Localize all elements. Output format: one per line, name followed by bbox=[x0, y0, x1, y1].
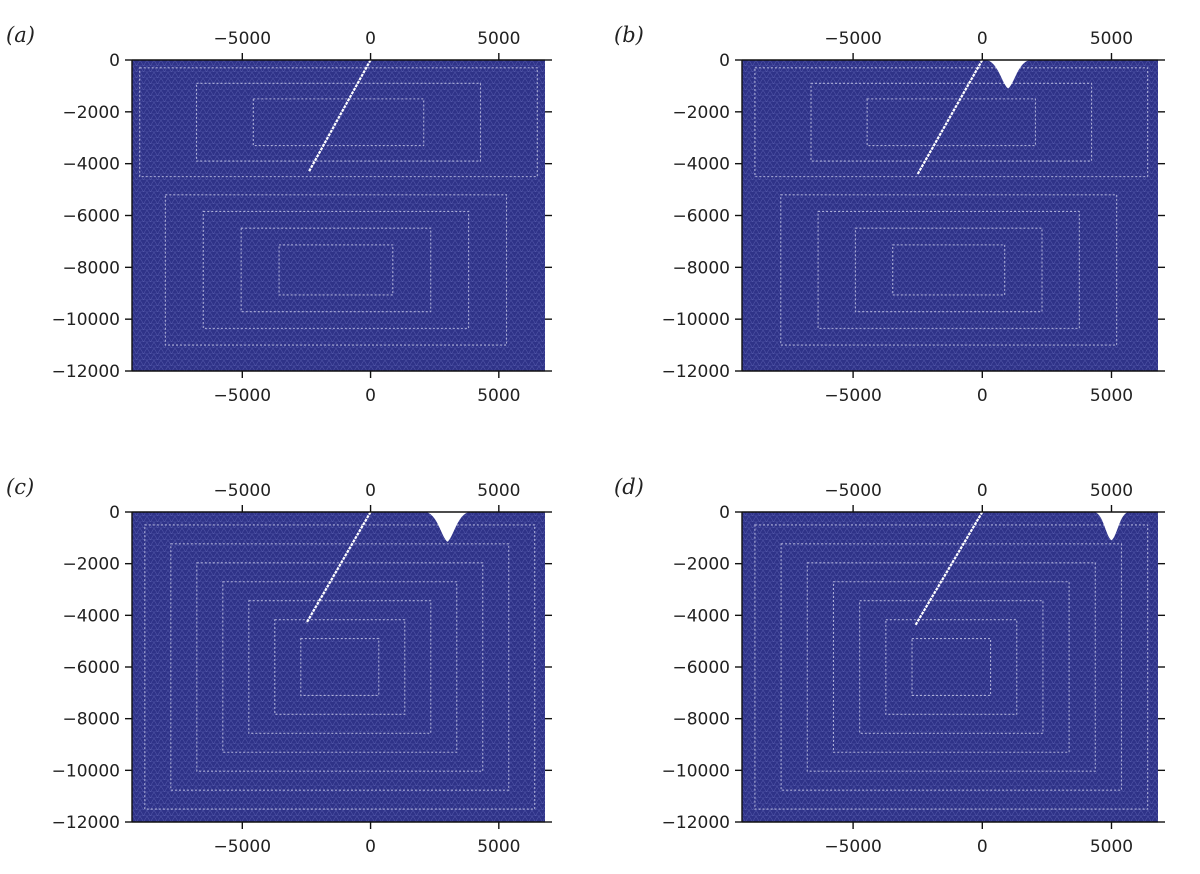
x-tick-label-bottom: 5000 bbox=[477, 386, 520, 406]
panel-label: (c) bbox=[6, 475, 34, 499]
y-tick-label: −8000 bbox=[672, 258, 730, 278]
fault-line bbox=[308, 59, 372, 172]
panel-c: 0 −2000 −4000 −6000 −8000 −10000 −12000 −5000 −5… bbox=[6, 475, 552, 857]
x-tick-label-bottom: 5000 bbox=[477, 837, 520, 857]
x-tick-label-top: 5000 bbox=[477, 481, 520, 501]
x-tick-label-bottom: −5000 bbox=[214, 386, 272, 406]
x-tick-label-bottom: 0 bbox=[977, 386, 988, 406]
lower-ring bbox=[754, 524, 1149, 810]
y-tick-label: −12000 bbox=[662, 362, 730, 382]
y-tick-label: 0 bbox=[109, 51, 120, 71]
y-tick-label: −6000 bbox=[62, 207, 120, 227]
x-tick-label-bottom: −5000 bbox=[824, 386, 882, 406]
x-tick-label-top: −5000 bbox=[214, 29, 272, 49]
y-tick-label: −12000 bbox=[52, 813, 120, 833]
lower-ring bbox=[854, 227, 1043, 313]
lower-ring bbox=[885, 619, 1018, 715]
lower-ring bbox=[222, 581, 458, 753]
y-tick-label: −10000 bbox=[662, 761, 730, 781]
upper-ring bbox=[866, 98, 1037, 147]
y-tick-label: −10000 bbox=[662, 310, 730, 330]
x-tick-label-top: 5000 bbox=[1090, 29, 1133, 49]
y-tick-label: −4000 bbox=[62, 606, 120, 626]
x-tick-label-top: −5000 bbox=[824, 481, 882, 501]
y-tick-label: −8000 bbox=[672, 710, 730, 730]
x-tick-label-bottom: 5000 bbox=[1090, 837, 1133, 857]
panel-label: (a) bbox=[6, 23, 35, 47]
upper-ring bbox=[754, 67, 1149, 178]
y-tick-label: −10000 bbox=[52, 761, 120, 781]
y-tick-label: 0 bbox=[719, 503, 730, 523]
lower-ring bbox=[300, 638, 380, 696]
lower-ring bbox=[892, 244, 1006, 296]
x-tick-label-top: 5000 bbox=[1090, 481, 1133, 501]
x-tick-label-top: 0 bbox=[365, 29, 376, 49]
x-tick-label-top: 5000 bbox=[477, 29, 520, 49]
lower-ring bbox=[240, 227, 432, 313]
y-tick-label: −12000 bbox=[662, 813, 730, 833]
fault-line bbox=[305, 511, 372, 624]
fault-line bbox=[916, 59, 984, 175]
y-tick-label: −10000 bbox=[52, 310, 120, 330]
panel-d: 0 −2000 −4000 −6000 −8000 −10000 −12000 −5000 −5… bbox=[614, 475, 1165, 857]
lower-ring bbox=[806, 562, 1096, 772]
lower-ring bbox=[780, 194, 1118, 346]
lower-ring bbox=[780, 543, 1123, 791]
x-tick-label-top: 0 bbox=[977, 29, 988, 49]
x-tick-label-top: 0 bbox=[977, 481, 988, 501]
lower-ring bbox=[859, 600, 1044, 734]
y-tick-label: −2000 bbox=[62, 103, 120, 123]
x-tick-label-bottom: −5000 bbox=[824, 837, 882, 857]
y-tick-label: −2000 bbox=[672, 103, 730, 123]
lower-ring bbox=[196, 562, 484, 772]
y-tick-label: 0 bbox=[109, 503, 120, 523]
lower-ring bbox=[164, 194, 508, 346]
x-tick-label-top: −5000 bbox=[214, 481, 272, 501]
lower-ring bbox=[274, 619, 406, 715]
x-tick-label-top: 0 bbox=[365, 481, 376, 501]
lower-ring bbox=[248, 600, 432, 734]
lower-ring bbox=[144, 524, 536, 810]
x-tick-label-top: −5000 bbox=[824, 29, 882, 49]
y-tick-label: −6000 bbox=[672, 658, 730, 678]
surface-notch bbox=[424, 512, 471, 542]
x-tick-label-bottom: 0 bbox=[977, 837, 988, 857]
x-tick-label-bottom: 0 bbox=[365, 837, 376, 857]
panel-b: 0 −2000 −4000 −6000 −8000 −10000 −12000 −5000 −5… bbox=[614, 23, 1165, 406]
lower-ring bbox=[832, 581, 1070, 753]
surface-notch bbox=[984, 60, 1032, 89]
lower-ring bbox=[170, 543, 510, 791]
x-tick-label-bottom: −5000 bbox=[214, 837, 272, 857]
y-tick-label: −2000 bbox=[672, 555, 730, 575]
y-tick-label: −4000 bbox=[62, 155, 120, 175]
y-tick-label: −4000 bbox=[672, 606, 730, 626]
y-tick-label: −4000 bbox=[672, 155, 730, 175]
y-tick-label: −6000 bbox=[62, 658, 120, 678]
x-tick-label-bottom: 0 bbox=[365, 386, 376, 406]
y-tick-label: −8000 bbox=[62, 710, 120, 730]
mesh-area bbox=[132, 512, 545, 822]
fault-line bbox=[914, 511, 984, 627]
upper-ring bbox=[139, 67, 538, 178]
lower-ring bbox=[202, 210, 470, 329]
lower-ring bbox=[817, 210, 1080, 329]
upper-ring bbox=[252, 98, 425, 147]
upper-ring bbox=[195, 82, 482, 162]
x-tick-label-bottom: 5000 bbox=[1090, 386, 1133, 406]
upper-ring bbox=[810, 82, 1093, 162]
panel-label: (b) bbox=[614, 23, 644, 47]
panel-a: 0 −2000 −4000 −6000 −8000 −10000 −12000 −5000 −5… bbox=[6, 23, 552, 406]
y-tick-label: −6000 bbox=[672, 207, 730, 227]
mesh-area bbox=[742, 60, 1158, 371]
mesh-area bbox=[742, 512, 1158, 822]
y-tick-label: −12000 bbox=[52, 362, 120, 382]
y-tick-label: 0 bbox=[719, 51, 730, 71]
surface-notch bbox=[1093, 512, 1130, 541]
y-tick-label: −8000 bbox=[62, 258, 120, 278]
y-tick-label: −2000 bbox=[62, 555, 120, 575]
mesh-area bbox=[132, 60, 545, 371]
panel-label: (d) bbox=[614, 475, 644, 499]
lower-ring bbox=[278, 244, 394, 296]
